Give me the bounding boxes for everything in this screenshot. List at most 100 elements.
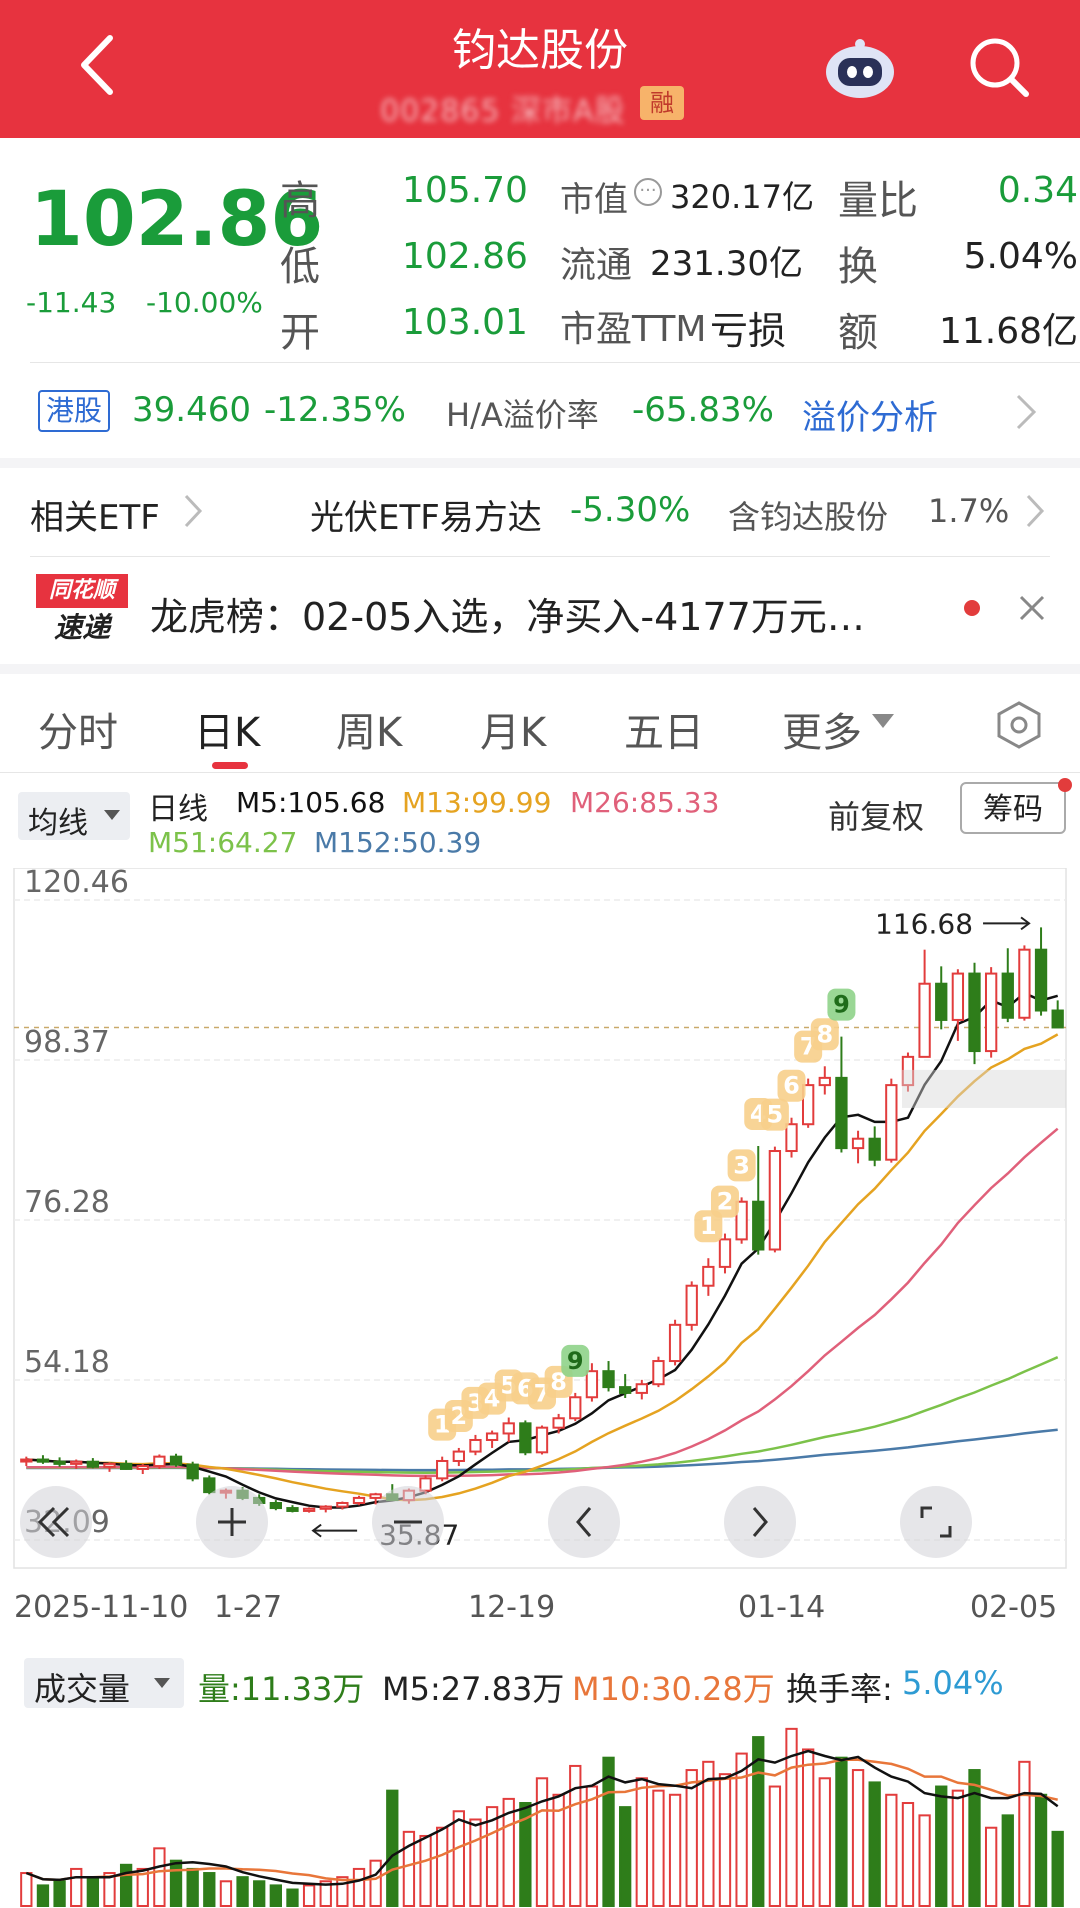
volume-m5: M5:27.83万: [382, 1670, 565, 1708]
candle-body: [1051, 1009, 1064, 1029]
chevron-down-icon: [154, 1678, 170, 1688]
logo-top: 同花顺: [36, 574, 128, 608]
volume-selector[interactable]: 成交量: [24, 1658, 184, 1708]
hk-price: 39.460: [132, 390, 251, 430]
tab-more[interactable]: 更多: [782, 710, 862, 756]
ma13-value: M13:99.99: [402, 786, 552, 819]
price-change: -11.43: [26, 286, 117, 319]
candle-body: [818, 1076, 831, 1087]
volume-bar: [53, 1880, 66, 1908]
candle-body: [901, 1055, 915, 1087]
etf-holding-label: 含钧达股份: [728, 498, 889, 536]
zoom-out-icon[interactable]: [372, 1486, 444, 1558]
news-text[interactable]: 龙虎榜：02-05入选，净买入-4177万元…: [150, 595, 865, 639]
etf-name[interactable]: 光伏ETF易方达: [310, 498, 542, 538]
volume-bar: [419, 1834, 432, 1907]
search-icon[interactable]: [966, 34, 1032, 104]
volume-ma5-line: [25, 1749, 1059, 1886]
kline-chart[interactable]: 120.4698.3776.2854.1832.0912345678912345…: [0, 868, 1080, 1588]
etf-holding-pct: 1.7%: [928, 492, 1010, 530]
volume-bar: [469, 1818, 482, 1907]
back-arrow-icon[interactable]: [74, 34, 120, 96]
candle-body: [619, 1386, 632, 1394]
candle-body: [186, 1463, 199, 1480]
candle-body: [20, 1458, 33, 1463]
close-icon[interactable]: [1018, 594, 1046, 626]
volume-bar: [502, 1797, 515, 1907]
volume-bar: [203, 1872, 216, 1907]
premium-analysis-link[interactable]: 溢价分析: [802, 398, 938, 438]
volume-bar: [70, 1867, 83, 1907]
active-tab-indicator: [212, 762, 248, 769]
td-count-badge: [727, 1149, 756, 1182]
candle-body: [752, 1200, 765, 1251]
x-tick-label: 1-27: [214, 1590, 283, 1625]
zoom-in-icon[interactable]: [196, 1486, 268, 1558]
ma152-value: M152:50.39: [314, 826, 482, 859]
ths-logo: 同花顺 速递: [36, 574, 128, 646]
robot-assistant-icon[interactable]: [822, 36, 898, 104]
volume-turnover: 5.04%: [902, 1664, 1004, 1702]
td-count-label: 9: [833, 991, 850, 1019]
candle-body: [851, 1137, 865, 1150]
ma-line-26: [26, 1127, 1059, 1478]
volume-bar: [652, 1789, 665, 1907]
volume-bar: [635, 1777, 648, 1907]
double-left-icon[interactable]: [20, 1486, 92, 1558]
chevron-right-icon[interactable]: [1014, 392, 1038, 436]
candle-body: [469, 1438, 482, 1453]
volume-bar: [352, 1867, 366, 1907]
settings-hex-icon[interactable]: [994, 700, 1044, 754]
float-value: 231.30亿: [650, 244, 803, 284]
chart-frame: [13, 868, 1067, 1569]
ma5-value: M5:105.68: [236, 786, 386, 819]
volume-bar: [236, 1876, 249, 1908]
volume-bar: [103, 1872, 116, 1907]
tab-five-day[interactable]: 五日: [624, 710, 704, 756]
tab-weekly-k[interactable]: 周K: [336, 710, 403, 756]
volume-m10: M10:30.28万: [572, 1670, 775, 1708]
td-count-badge: [710, 1185, 739, 1218]
etf-label[interactable]: 相关ETF: [30, 498, 160, 538]
volume-bar: [685, 1769, 698, 1907]
chevron-right-icon[interactable]: [182, 492, 204, 534]
tab-monthly-k[interactable]: 月K: [480, 710, 547, 756]
candle-body: [668, 1323, 682, 1363]
chevron-down-icon[interactable]: [872, 714, 894, 734]
vol-ratio-label: 量比: [838, 178, 918, 224]
volume-bar: [851, 1769, 865, 1907]
high-value: 105.70: [402, 170, 528, 211]
fullscreen-icon[interactable]: [900, 1486, 972, 1558]
left-icon[interactable]: [548, 1486, 620, 1558]
candle-body: [269, 1501, 282, 1510]
tab-daily-k[interactable]: 日K: [194, 710, 261, 756]
candle-body: [36, 1458, 50, 1463]
volume-bar: [785, 1727, 798, 1907]
ma-selector-label: 均线: [28, 806, 88, 841]
chevron-right-icon[interactable]: [1024, 492, 1046, 534]
right-icon[interactable]: [724, 1486, 796, 1558]
candle-body: [203, 1477, 216, 1494]
volume-bar: [153, 1847, 166, 1907]
float-label: 流通: [560, 245, 633, 286]
x-tick-label: 12-19: [468, 1590, 556, 1625]
x-tick-label: 01-14: [738, 1590, 826, 1625]
candle-body: [718, 1238, 732, 1268]
candle-body: [286, 1507, 299, 1512]
volume-bar: [319, 1880, 332, 1908]
tab-minute[interactable]: 分时: [38, 710, 118, 756]
unread-dot: [964, 600, 980, 616]
chips-button[interactable]: 筹码: [960, 782, 1066, 834]
td-count-badge: [561, 1344, 590, 1377]
volume-bar: [718, 1773, 732, 1907]
turnover-label: 换: [838, 244, 878, 290]
volume-bar: [951, 1789, 965, 1907]
td-count-badge: [827, 988, 856, 1021]
amount-label: 额: [838, 310, 878, 356]
info-circle-icon[interactable]: ···: [634, 178, 662, 206]
volume-selector-label: 成交量: [34, 1670, 131, 1708]
ma-selector[interactable]: 均线: [18, 792, 130, 841]
volume-chart[interactable]: [0, 1716, 1080, 1908]
adjust-selector[interactable]: 前复权: [828, 798, 925, 836]
td-count-label: 1: [700, 1212, 717, 1240]
